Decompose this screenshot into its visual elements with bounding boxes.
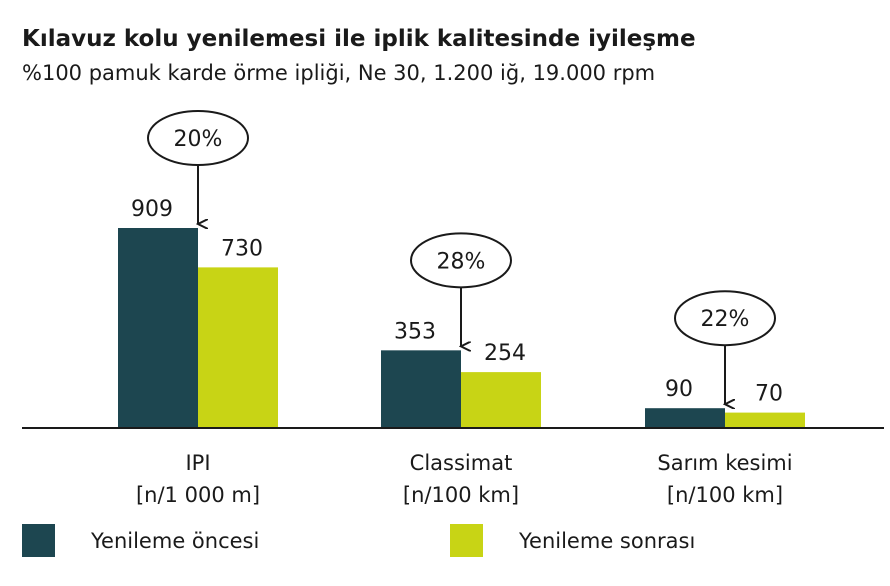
value-label-before-2: 90 — [665, 377, 693, 402]
bar-before-0 — [118, 228, 198, 428]
value-label-after-0: 730 — [221, 236, 263, 261]
category-unit-2: [n/100 km] — [667, 483, 783, 507]
category-label-0: IPI — [185, 451, 210, 475]
bar-after-0 — [198, 267, 278, 428]
category-label-1: Classimat — [410, 451, 513, 475]
value-label-after-1: 254 — [484, 341, 526, 366]
legend-label-after: Yenileme sonrası — [519, 528, 696, 553]
legend-swatch-after — [450, 524, 483, 557]
value-label-after-2: 70 — [755, 382, 783, 407]
improvement-label-1: 28% — [437, 249, 486, 274]
legend-swatch-before — [22, 524, 55, 557]
legend-item-before: Yenileme öncesi — [22, 524, 259, 557]
bar-after-2 — [725, 412, 805, 428]
chart-title: Kılavuz kolu yenilemesi ile iplik kalite… — [22, 26, 696, 52]
improvement-label-2: 22% — [701, 307, 750, 332]
value-label-before-0: 909 — [131, 197, 173, 222]
category-unit-0: [n/1 000 m] — [136, 483, 260, 507]
chart-subtitle: %100 pamuk karde örme ipliği, Ne 30, 1.2… — [22, 61, 656, 85]
category-unit-1: [n/100 km] — [403, 483, 519, 507]
bar-before-1 — [381, 350, 461, 428]
bar-after-1 — [461, 372, 541, 428]
bar-before-2 — [645, 408, 725, 428]
bar-chart: 909 730 20% IPI [n/1 000 m] 353 254 28% Classima… — [22, 110, 884, 507]
legend-item-after: Yenileme sonrası — [450, 524, 695, 557]
legend-label-before: Yenileme öncesi — [91, 528, 260, 553]
category-label-2: Sarım kesimi — [657, 451, 792, 475]
legend: Yenileme öncesi Yenileme sonrası — [22, 524, 872, 564]
value-label-before-1: 353 — [394, 319, 436, 344]
improvement-label-0: 20% — [174, 127, 223, 152]
